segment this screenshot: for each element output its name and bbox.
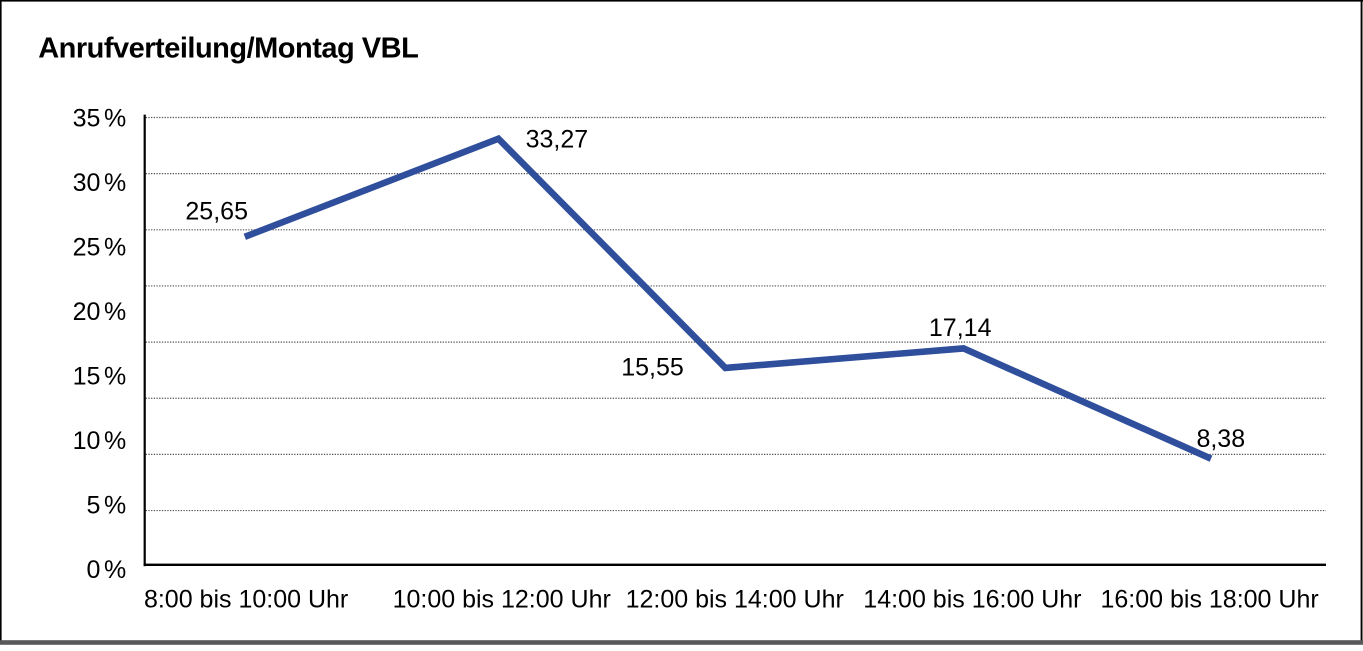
svg-text:33,27: 33,27 [526,126,589,154]
svg-text:10:00 bis 12:00 Uhr: 10:00 bis 12:00 Uhr [393,585,611,613]
svg-text:25,65: 25,65 [185,198,248,226]
svg-text:12:00 bis 14:00 Uhr: 12:00 bis 14:00 Uhr [626,585,844,613]
svg-text:16:00 bis 18:00 Uhr: 16:00 bis 18:00 Uhr [1100,585,1318,613]
svg-text:Anrufverteilung/Montag VBL: Anrufverteilung/Montag VBL [38,33,418,65]
svg-text:14:00 bis 16:00 Uhr: 14:00 bis 16:00 Uhr [863,585,1081,613]
svg-text:10%: 10% [73,427,127,455]
svg-text:0%: 0% [87,556,127,584]
svg-text:8:00 bis 10:00 Uhr: 8:00 bis 10:00 Uhr [144,585,348,613]
svg-text:17,14: 17,14 [929,314,992,342]
svg-text:15%: 15% [73,362,127,390]
svg-text:5%: 5% [87,491,127,519]
svg-text:15,55: 15,55 [621,354,684,382]
svg-text:8,38: 8,38 [1196,425,1245,453]
svg-text:25%: 25% [73,233,127,261]
svg-text:30%: 30% [73,169,127,197]
svg-text:20%: 20% [73,298,127,326]
svg-text:35%: 35% [73,104,127,132]
